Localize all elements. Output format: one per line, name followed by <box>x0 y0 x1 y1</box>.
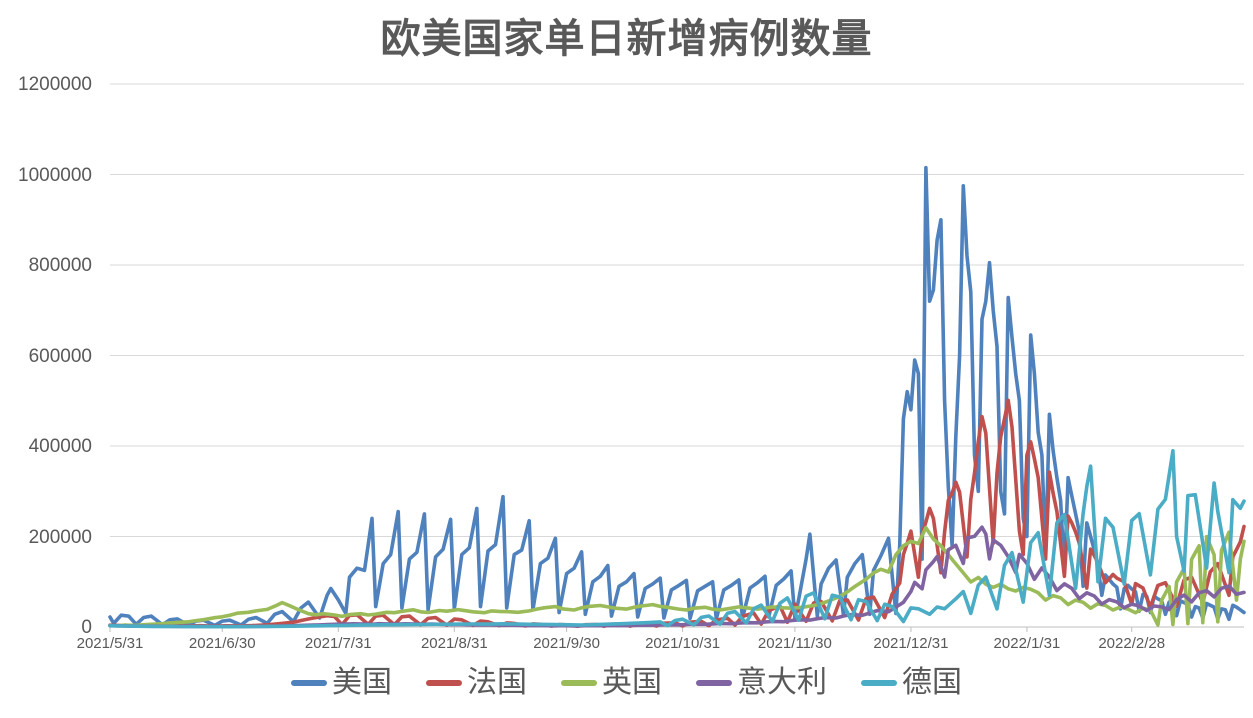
y-tick-label: 1000000 <box>18 164 92 186</box>
x-tick-label: 2021/12/31 <box>873 635 949 652</box>
y-tick-label: 800000 <box>28 255 92 276</box>
x-tick-label: 2021/7/31 <box>304 635 372 652</box>
y-tick-label: 200000 <box>28 526 92 548</box>
x-tick-label: 2021/10/31 <box>645 635 721 652</box>
legend-label: 美国 <box>332 666 392 699</box>
chart-legend: 美国 法国 英国 意大利 德国 <box>0 666 1253 700</box>
x-tick-label: 2021/9/30 <box>533 635 600 652</box>
legend-item-germany: 德国 <box>861 666 962 700</box>
x-tick-label: 2021/8/31 <box>420 635 488 652</box>
series-line-uk <box>108 525 1246 628</box>
y-tick-label: 1200000 <box>18 74 92 95</box>
x-tick-label: 2021/11/30 <box>757 635 832 652</box>
legend-swatch-icon <box>291 680 327 686</box>
x-tick-label: 2022/1/31 <box>993 635 1061 652</box>
legend-item-uk: 英国 <box>561 666 662 700</box>
x-tick-label: 2021/5/31 <box>76 635 144 652</box>
chart-title: 欧美国家单日新增病例数量 <box>380 16 873 61</box>
legend-item-italy: 意大利 <box>696 666 827 700</box>
series-line-germany <box>108 448 1246 629</box>
legend-swatch-icon <box>561 680 597 686</box>
y-tick-label: 400000 <box>28 436 92 457</box>
legend-label: 意大利 <box>737 666 827 699</box>
x-tick-label: 2022/2/28 <box>1098 635 1166 652</box>
legend-item-france: 法国 <box>426 666 527 700</box>
legend-label: 德国 <box>902 666 962 699</box>
legend-swatch-icon <box>696 680 732 686</box>
legend-item-usa: 美国 <box>291 666 392 700</box>
y-tick-label: 0 <box>81 617 92 638</box>
series-line-usa <box>108 165 1246 628</box>
x-tick-label: 2021/6/30 <box>188 635 256 652</box>
y-tick-label: 600000 <box>28 345 92 367</box>
legend-label: 法国 <box>467 666 527 699</box>
legend-swatch-icon <box>861 680 897 686</box>
legend-label: 英国 <box>602 666 662 699</box>
legend-swatch-icon <box>426 680 462 686</box>
